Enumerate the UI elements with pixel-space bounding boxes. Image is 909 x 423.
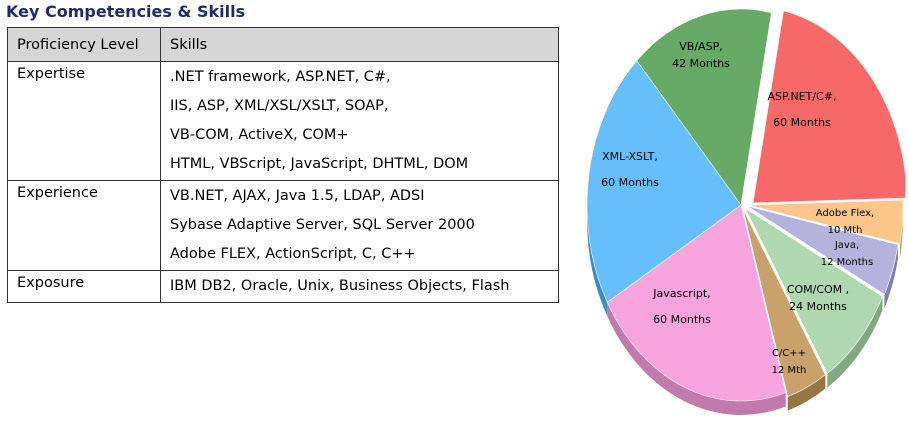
pie-label-line: 60 Months xyxy=(773,116,831,129)
pie-slice-c-c xyxy=(742,208,826,397)
pie-label-asp-net-c: ASP.NET/C#, 60 Months xyxy=(768,90,837,129)
pie-label-line: 12 Mth xyxy=(772,365,807,376)
pie-label-line: 12 Months xyxy=(821,257,873,268)
pie-label-line: 60 Months xyxy=(601,176,659,189)
skills-cell: VB.NET, AJAX, Java 1.5, LDAP, ADSI Sybas… xyxy=(160,180,559,271)
table-row: Expertise .NET framework, ASP.NET, C#, I… xyxy=(7,61,559,181)
pie-slice-java xyxy=(746,205,899,295)
pie-slice-side-xml-xslt xyxy=(587,205,608,317)
pie-slice-xml-xslt xyxy=(586,60,742,303)
skill-line: IBM DB2, Oracle, Unix, Business Objects,… xyxy=(170,278,510,294)
pie-label-line: Adobe Flex, xyxy=(816,208,874,219)
skill-line: Adobe FLEX, ActionScript, C, C++ xyxy=(170,246,416,262)
skills-cell: .NET framework, ASP.NET, C#, IIS, ASP, X… xyxy=(160,61,559,181)
pie-label-line: XML-XSLT, xyxy=(602,150,658,163)
pie-slice-side-java xyxy=(884,244,898,309)
skill-line: VB.NET, AJAX, Java 1.5, LDAP, ADSI xyxy=(170,188,425,204)
pie-label-line: 60 Months xyxy=(653,313,711,326)
pie-label-line: C/C++ xyxy=(772,348,806,359)
header-proficiency-level: Proficiency Level xyxy=(7,27,161,62)
pie-label-line: VB/ASP, xyxy=(679,40,722,53)
pie-slice-com-com xyxy=(744,207,883,375)
pie-label-java: Java, 12 Months xyxy=(821,240,873,268)
pie-label-line: COM/COM , xyxy=(787,283,849,296)
skill-line: HTML, VBScript, JavaScript, DHTML, DOM xyxy=(170,156,469,172)
pie-label-line: 24 Months xyxy=(789,300,847,313)
skills-pie-chart: ASP.NET/C#, 60 Months Adobe Flex, 10 Mth Jav… xyxy=(586,8,905,415)
proficiency-level-cell: Experience xyxy=(7,180,161,271)
pie-label-vb-asp: VB/ASP, 42 Months xyxy=(672,40,730,70)
table-row: Exposure IBM DB2, Oracle, Unix, Business… xyxy=(7,270,559,303)
pie-label-line: 42 Months xyxy=(672,57,730,70)
skill-line: VB-COM, ActiveX, COM+ xyxy=(170,127,349,143)
skill-line: IIS, ASP, XML/XSL/XSLT, SOAP, xyxy=(170,98,389,114)
skills-table: Proficiency Level Skills Expertise .NET … xyxy=(7,27,559,303)
pie-slice-side-c-c xyxy=(787,374,826,411)
skills-cell: IBM DB2, Oracle, Unix, Business Objects,… xyxy=(160,270,559,303)
pie-slice-asp-net-c xyxy=(752,10,905,204)
pie-slice-vb-asp xyxy=(636,8,772,206)
header-skills: Skills xyxy=(160,27,559,62)
pie-label-com-com: COM/COM , 24 Months xyxy=(787,283,849,313)
pie-slice-javascript xyxy=(606,204,787,402)
pie-label-adobe-flex: Adobe Flex, 10 Mth xyxy=(816,208,874,236)
table-header-row: Proficiency Level Skills xyxy=(7,27,559,62)
proficiency-level-cell: Exposure xyxy=(7,270,161,303)
pie-label-c-c: C/C++ 12 Mth xyxy=(772,348,807,376)
pie-slice-adobe-flex xyxy=(748,199,904,245)
competencies-heading: Key Competencies & Skills xyxy=(6,2,246,21)
pie-label-line: 10 Mth xyxy=(828,225,863,236)
pie-slice-side-adobe-flex xyxy=(899,205,903,258)
pie-slice-side-com-com xyxy=(827,296,883,388)
proficiency-level-cell: Expertise xyxy=(7,61,161,181)
pie-label-javascript: Javascript, 60 Months xyxy=(652,287,711,326)
skill-line: .NET framework, ASP.NET, C#, xyxy=(170,69,391,85)
pie-label-line: Javascript, xyxy=(652,287,710,300)
skill-line: Sybase Adaptive Server, SQL Server 2000 xyxy=(170,217,475,233)
pie-label-line: Java, xyxy=(834,240,859,251)
table-row: Experience VB.NET, AJAX, Java 1.5, LDAP,… xyxy=(7,180,559,271)
pie-slice-side-javascript xyxy=(607,302,786,415)
pie-label-line: ASP.NET/C#, xyxy=(768,90,837,103)
pie-label-xml-xslt: XML-XSLT, 60 Months xyxy=(601,150,659,189)
